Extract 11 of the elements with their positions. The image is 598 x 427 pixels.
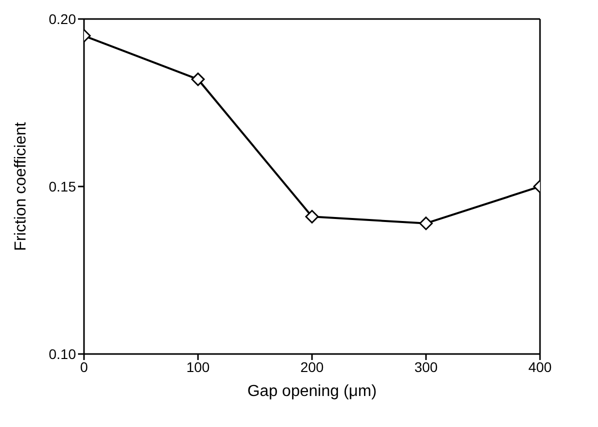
- y-axis-title: Friction coefficient: [12, 122, 30, 251]
- x-tick-label: 200: [300, 358, 324, 375]
- x-tick-label: 300: [414, 358, 438, 375]
- y-tick-label: 0.15: [48, 178, 76, 194]
- y-tick-label: 0.10: [48, 346, 76, 362]
- x-axis-title: Gap opening (μm): [247, 383, 377, 400]
- x-tick-label: 100: [186, 358, 210, 375]
- y-tick-label: 0.20: [48, 10, 76, 27]
- point: [305, 210, 319, 224]
- x-tick-label: 400: [528, 358, 552, 375]
- x-tick-label: 0: [80, 358, 88, 375]
